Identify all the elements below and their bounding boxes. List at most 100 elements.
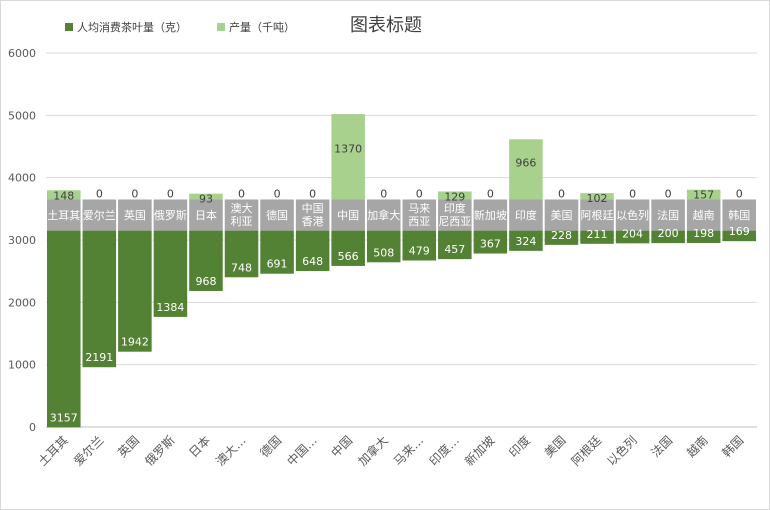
legend-label-consumption: 人均消费茶叶量（克） [77, 22, 187, 34]
consumption-value-label: 1942 [121, 336, 149, 349]
production-value-label: 0 [665, 187, 672, 200]
bar-category-label: 阿根廷 [581, 208, 614, 222]
bar-category-label: 中国香港 [302, 202, 324, 228]
production-value-label: 0 [167, 187, 174, 200]
consumption-value-label: 204 [622, 227, 643, 240]
x-tick-label: 印度… [426, 433, 462, 469]
production-value-label: 0 [309, 187, 316, 200]
legend-item-production: 产量（千吨） [217, 19, 295, 35]
bar-category-label-line: 中国 [302, 202, 324, 215]
consumption-bar [118, 230, 152, 352]
consumption-value-label: 691 [267, 258, 288, 271]
y-tick-label: 3000 [8, 234, 36, 247]
bar-category-label-line: 美国 [550, 209, 572, 222]
production-value-label: 148 [53, 189, 74, 202]
consumption-bar [153, 230, 188, 317]
production-value-label: 0 [131, 187, 138, 200]
production-value-label: 1370 [334, 143, 362, 156]
y-tick-label: 0 [29, 421, 36, 434]
consumption-bar [509, 230, 543, 251]
chart-title: 图表标题 [350, 15, 422, 35]
legend-label-production: 产量（千吨） [229, 22, 295, 34]
label-band-segment [260, 199, 294, 231]
bar-category-label: 美国 [550, 209, 572, 222]
production-bar [189, 193, 223, 200]
label-band-segment [544, 199, 579, 231]
label-band-segment [331, 199, 365, 231]
label-band-segment [189, 199, 223, 231]
production-bar [331, 114, 365, 200]
label-band-segment [509, 199, 543, 231]
label-band-segment [473, 199, 508, 231]
label-band-segment [366, 199, 401, 231]
x-tick-label: 马来… [391, 433, 426, 468]
consumption-bar [544, 230, 579, 245]
consumption-value-label: 566 [338, 250, 359, 263]
bar-category-label-line: 利亚 [231, 215, 253, 228]
bar-category-label-line: 韩国 [728, 208, 750, 222]
production-bar [509, 139, 543, 200]
x-tick-label: 德国 [257, 433, 285, 461]
bar-category-label-line: 中国 [337, 209, 359, 222]
consumption-bar [47, 230, 81, 428]
x-tick-label: 印度 [505, 433, 533, 461]
bar-category-label-line: 印度 [515, 208, 537, 222]
y-tick-label: 4000 [8, 172, 36, 185]
production-value-label: 0 [558, 187, 565, 200]
production-bar [47, 190, 81, 200]
bar-category-label: 加拿大 [367, 208, 400, 222]
bar-category-label-line: 法国 [657, 208, 679, 222]
consumption-value-label: 200 [658, 227, 679, 240]
consumption-bar [438, 230, 472, 260]
x-tick-label: 以色列 [604, 433, 639, 468]
x-tick-label: 越南 [683, 433, 711, 461]
bar-category-label-line: 新加坡 [474, 208, 507, 222]
bar-category-label-line: 英国 [124, 208, 146, 222]
consumption-value-label: 457 [444, 243, 465, 256]
consumption-bar [651, 230, 685, 244]
consumption-bar [366, 230, 401, 263]
label-band-segment [651, 199, 685, 231]
label-band-segment [686, 199, 721, 231]
consumption-value-label: 479 [409, 245, 430, 258]
x-tick-label: 爱尔兰 [70, 433, 106, 469]
bar-category-label: 俄罗斯 [154, 209, 187, 222]
bar-category-label: 印度尼西亚 [438, 201, 471, 228]
x-tick-label: 韩国 [719, 433, 747, 461]
bar-category-label-line: 阿根廷 [581, 208, 614, 222]
bar-category-label: 澳大利亚 [231, 201, 253, 228]
x-tick-label: 土耳其 [36, 433, 71, 468]
bar-category-label: 爱尔兰 [83, 209, 116, 222]
x-tick-label: 澳大… [213, 433, 248, 468]
y-tick-label: 2000 [8, 296, 36, 309]
consumption-value-label: 508 [373, 246, 394, 259]
consumption-bar [615, 230, 650, 244]
production-value-label: 0 [629, 187, 636, 200]
consumption-bar [189, 230, 223, 291]
bar-category-label: 马来西亚 [408, 202, 430, 228]
consumption-bar [260, 230, 294, 274]
production-value-label: 0 [238, 187, 245, 200]
production-value-label: 0 [487, 187, 494, 200]
production-value-label: 102 [587, 192, 608, 205]
consumption-bar [473, 230, 508, 254]
consumption-value-label: 367 [480, 238, 501, 251]
x-tick-label: 阿根廷 [569, 433, 604, 468]
bar-category-label-line: 尼西亚 [438, 215, 471, 228]
consumption-value-label: 648 [302, 255, 323, 268]
bar-category-label-line: 香港 [302, 215, 324, 228]
bar-category-label: 法国 [657, 208, 679, 222]
legend-item-consumption: 人均消费茶叶量（克） [65, 19, 187, 35]
production-value-label: 0 [416, 187, 423, 200]
x-tick-label: 加拿大 [355, 433, 391, 469]
consumption-value-label: 228 [551, 229, 572, 242]
bar-category-label-line: 俄罗斯 [154, 209, 187, 222]
legend-swatch-consumption [65, 23, 73, 31]
y-tick-label: 5000 [8, 109, 36, 122]
production-bar [438, 191, 472, 200]
bar-category-label-line: 越南 [693, 208, 715, 222]
bar-category-label: 德国 [266, 208, 288, 222]
production-bar [580, 193, 614, 200]
production-value-label: 129 [444, 190, 465, 203]
x-tick-label: 英国 [115, 433, 142, 460]
